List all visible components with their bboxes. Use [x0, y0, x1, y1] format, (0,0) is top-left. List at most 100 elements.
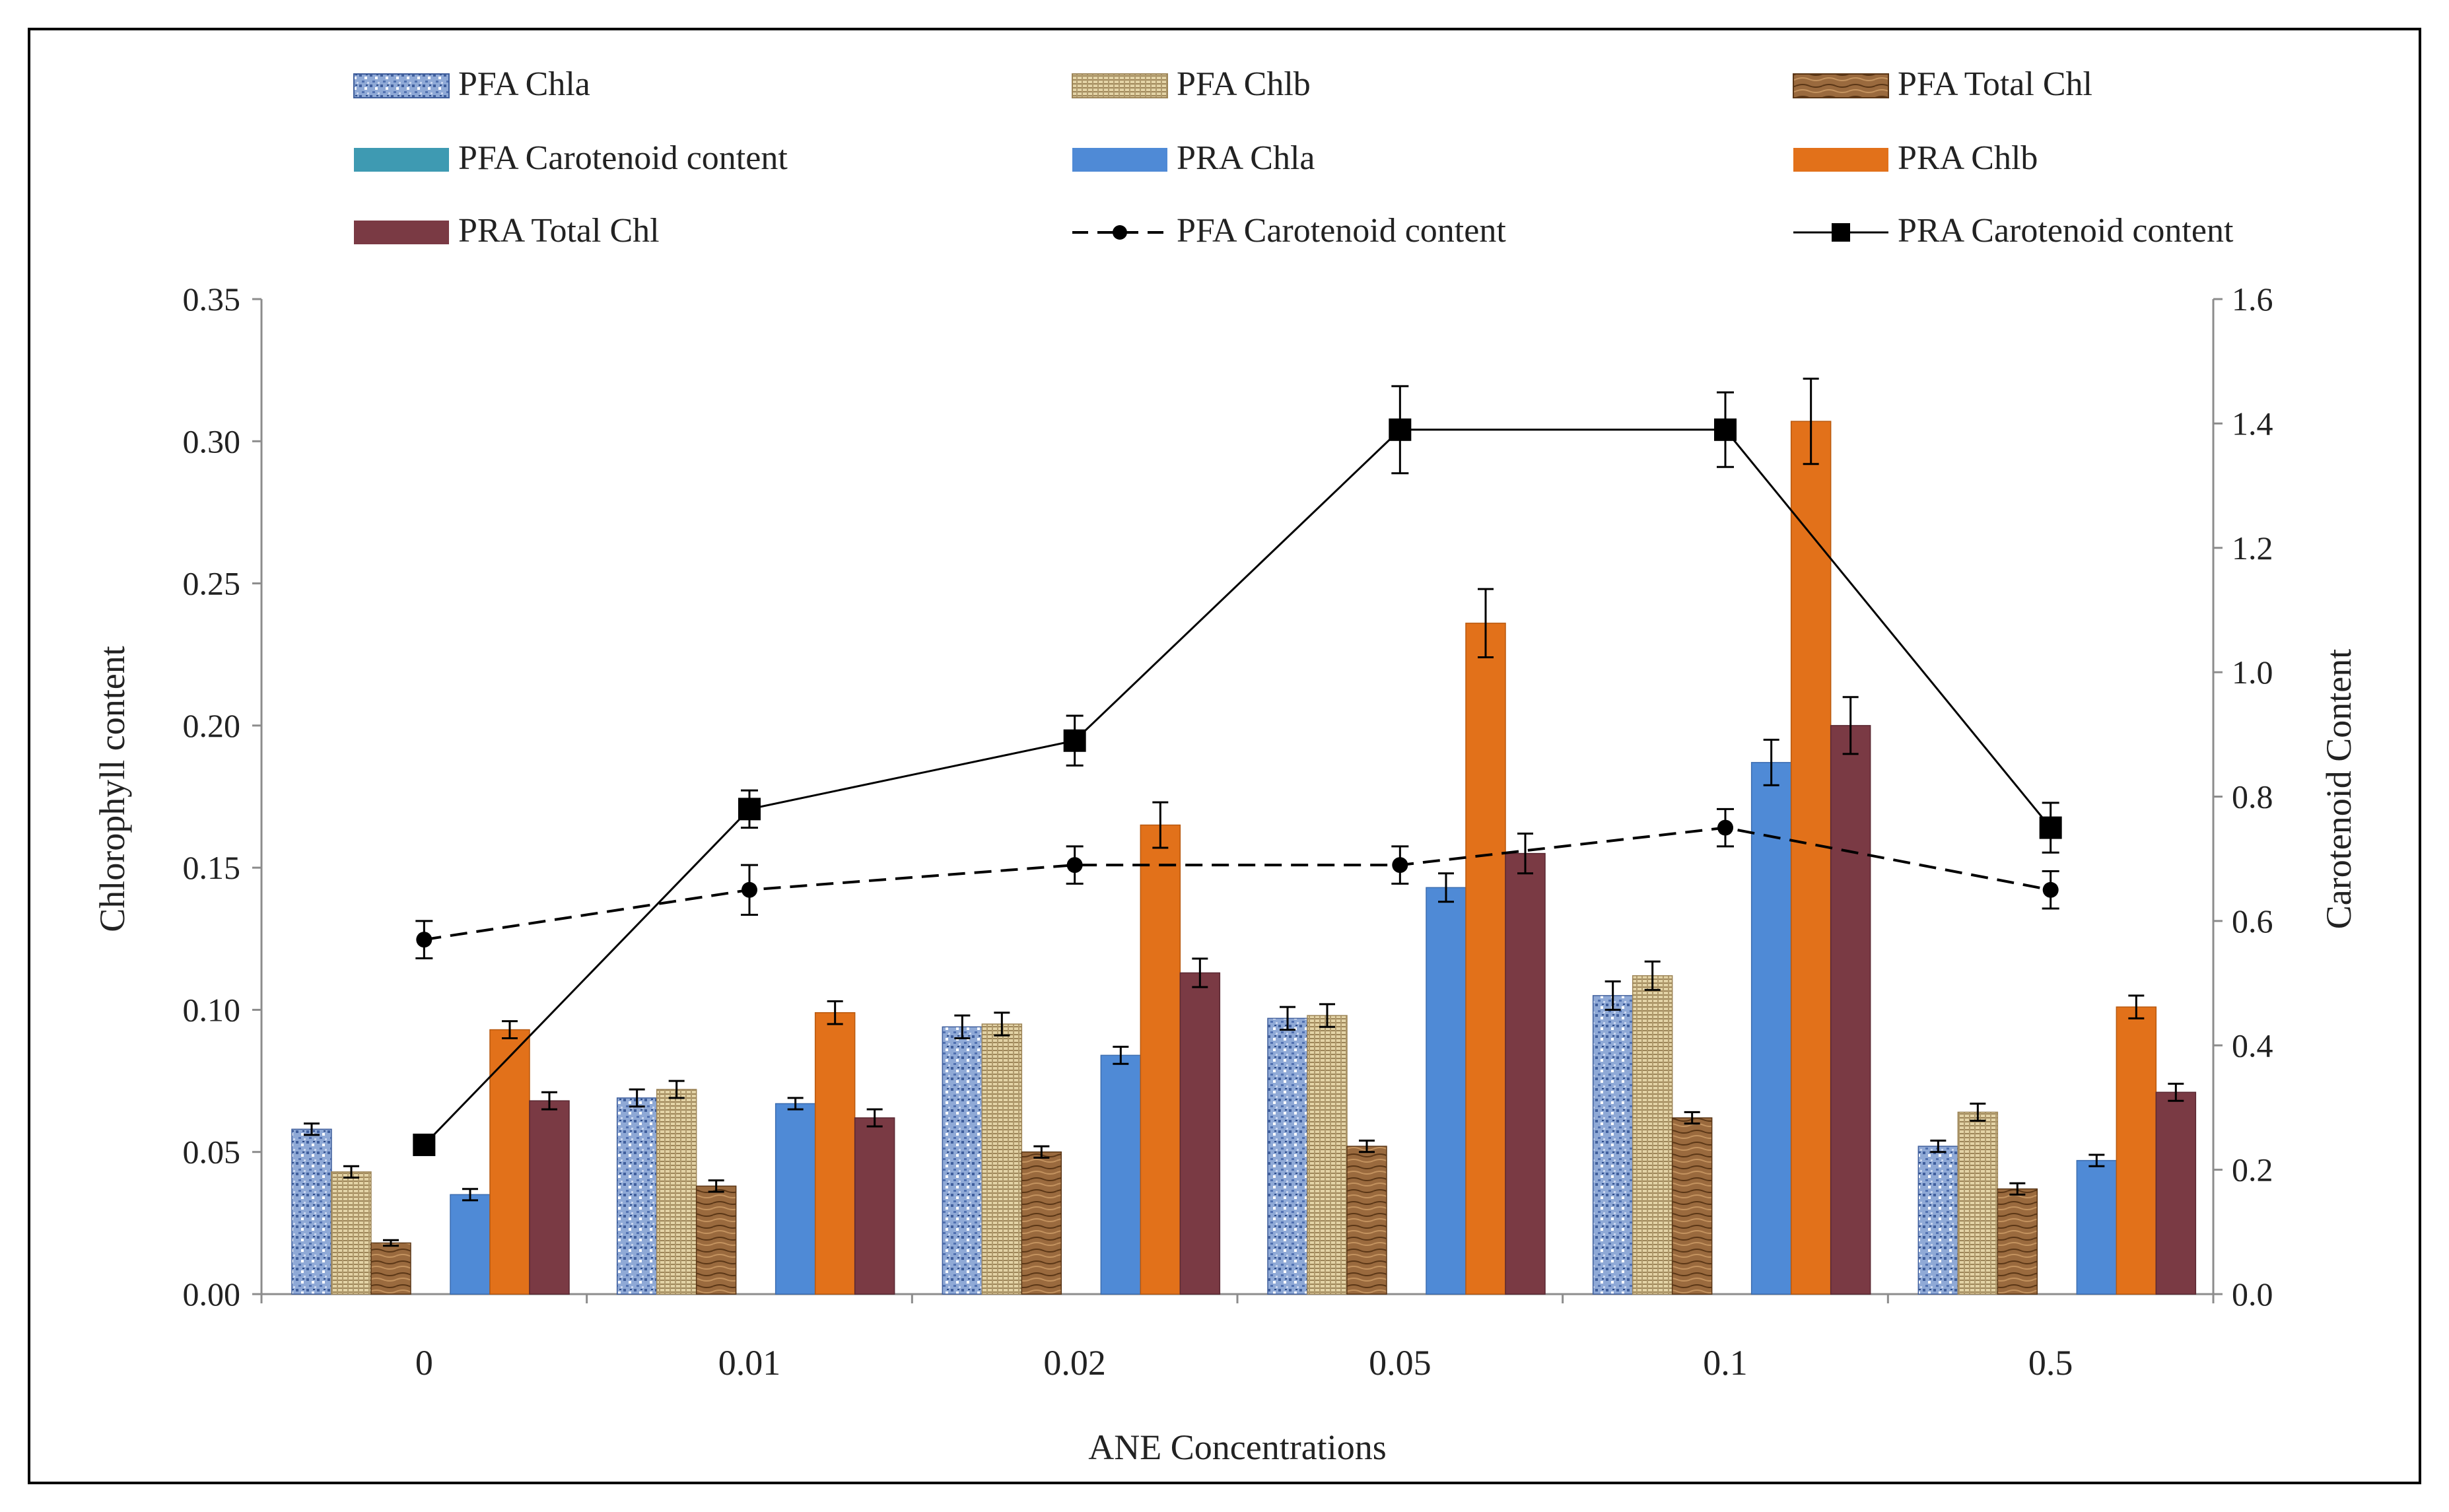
point-pfa-carotenoid	[1717, 819, 1733, 836]
legend-item-pfa-total-chl: PFA Total Chl	[1793, 65, 2092, 103]
bar-pfa-chla	[616, 1097, 658, 1295]
bar-pfa-total-chl	[1671, 1117, 1713, 1295]
legend: PFA Chla PFA Chlb PFA Total Chl PFA Caro…	[353, 65, 2234, 250]
left-tick-label: 0.10	[183, 991, 241, 1028]
legend-item-pfa-carotenoid-line: PFA Carotenoid content	[1072, 212, 1506, 250]
bar-pra-chlb	[489, 1029, 530, 1295]
right-tick-label: 1.2	[2232, 530, 2273, 567]
left-tick-label: 0.20	[183, 707, 241, 744]
right-tick-label: 0.6	[2232, 903, 2273, 940]
legend-label: PRA Total Chl	[458, 212, 660, 250]
point-pfa-carotenoid	[2042, 881, 2059, 898]
point-pfa-carotenoid	[416, 932, 432, 948]
point-pra-carotenoid	[1714, 418, 1737, 441]
legend-label: PFA Chla	[458, 65, 590, 103]
right-tick-label: 0.8	[2232, 778, 2273, 815]
bar-pra-chla	[450, 1194, 491, 1295]
y2-axis-title: Carotenoid Content	[2319, 649, 2359, 929]
bar-pra-total-chl	[2155, 1091, 2197, 1295]
left-tick-label: 0.15	[183, 849, 241, 886]
left-tick-label: 0.00	[183, 1276, 241, 1313]
bar-pfa-total-chl	[1997, 1188, 2038, 1295]
bar-pra-total-chl	[529, 1100, 570, 1295]
x-tick-label: 0.1	[1703, 1343, 1748, 1383]
point-pra-carotenoid	[1389, 418, 1412, 441]
legend-item-pfa-chla: PFA Chla	[353, 65, 590, 103]
right-tick-label: 0.0	[2232, 1276, 2273, 1313]
bar-pfa-chlb	[1307, 1015, 1348, 1295]
bar-pfa-total-chl	[370, 1242, 411, 1295]
legend-item-pfa-carotenoid-bar: PFA Carotenoid content	[354, 139, 788, 177]
legend-label: PRA Chla	[1177, 139, 1315, 177]
bar-pfa-chla	[942, 1026, 983, 1295]
point-pra-carotenoid	[738, 798, 761, 821]
bar-pra-chlb	[1140, 824, 1181, 1295]
right-tick-label: 1.6	[2232, 281, 2273, 318]
bar-pfa-chla	[1592, 995, 1634, 1295]
bar-pra-chla	[775, 1103, 816, 1295]
bar-pfa-total-chl	[1021, 1151, 1062, 1295]
left-tick-label: 0.30	[183, 423, 241, 460]
right-tick-label: 1.4	[2232, 405, 2273, 442]
legend-item-pra-carotenoid-line: PRA Carotenoid content	[1793, 212, 2234, 250]
left-tick-label: 0.05	[183, 1134, 241, 1171]
y-axis-title: Chlorophyll content	[92, 646, 132, 932]
line-pfa-carotenoid	[424, 826, 2052, 942]
x-tick-label: 0.01	[718, 1343, 781, 1383]
bar-pra-chla	[1750, 762, 1792, 1295]
legend-item-pfa-chlb: PFA Chlb	[1072, 65, 1311, 103]
right-ticks: 0.0 0.2 0.4 0.6 0.8 1.0 1.2 1.4 1.6	[2213, 281, 2273, 1313]
bars	[291, 378, 2197, 1295]
left-tick-label: 0.35	[183, 281, 241, 318]
point-pra-carotenoid	[1063, 729, 1086, 752]
bar-pfa-total-chl	[695, 1185, 737, 1295]
legend-item-pra-chla: PRA Chla	[1072, 139, 1315, 177]
bar-pfa-chla	[1267, 1017, 1308, 1295]
bar-pra-total-chl	[1505, 852, 1546, 1295]
left-tick-label: 0.25	[183, 565, 241, 602]
bar-pfa-chla	[291, 1128, 332, 1295]
bar-pra-chlb	[1465, 623, 1506, 1295]
bar-pfa-chlb	[331, 1171, 372, 1295]
legend-label: PRA Carotenoid content	[1898, 212, 2234, 250]
bar-pra-total-chl	[854, 1117, 895, 1295]
point-pfa-carotenoid	[1392, 857, 1408, 874]
point-pfa-carotenoid	[1066, 857, 1083, 874]
line-pra-carotenoid	[423, 429, 2052, 1146]
legend-label: PFA Total Chl	[1898, 65, 2092, 103]
bar-pfa-chlb	[981, 1023, 1023, 1295]
point-pra-carotenoid	[2039, 816, 2062, 839]
legend-label: PFA Carotenoid content	[1177, 212, 1506, 250]
right-tick-label: 0.4	[2232, 1027, 2273, 1064]
x-axis-title: ANE Concentrations	[1088, 1427, 1386, 1467]
right-tick-label: 0.2	[2232, 1151, 2273, 1188]
bar-pfa-chlb	[1957, 1111, 1999, 1295]
point-pfa-carotenoid	[742, 881, 757, 898]
bar-pra-chlb	[814, 1012, 856, 1295]
bar-pfa-total-chl	[1346, 1146, 1387, 1295]
bar-pfa-chla	[1917, 1146, 1959, 1295]
legend-item-pra-total-chl: PRA Total Chl	[354, 212, 660, 250]
bar-pra-chla	[1426, 887, 1466, 1295]
x-tick-label: 0.5	[2028, 1343, 2073, 1383]
left-ticks: 0.00 0.05 0.10 0.15 0.20 0.25 0.30 0.35	[183, 281, 261, 1313]
x-tick-label: 0	[415, 1343, 433, 1383]
right-tick-label: 1.0	[2232, 654, 2273, 691]
x-ticks: 0 0.01 0.02 0.05 0.1 0.5	[260, 1294, 2215, 1383]
bar-pfa-chlb	[1632, 975, 1673, 1295]
lines	[413, 385, 2062, 1156]
x-tick-label: 0.02	[1043, 1343, 1106, 1383]
bar-pra-chla	[2076, 1159, 2118, 1295]
bar-pfa-chlb	[656, 1089, 697, 1295]
legend-label: PFA Carotenoid content	[458, 139, 788, 177]
bar-pra-chlb	[2116, 1006, 2157, 1295]
bar-pra-total-chl	[1830, 725, 1871, 1295]
point-pra-carotenoid	[413, 1133, 436, 1156]
legend-label: PFA Chlb	[1177, 65, 1311, 103]
bar-pra-chla	[1100, 1054, 1142, 1295]
legend-label: PRA Chlb	[1898, 139, 2038, 177]
x-tick-label: 0.05	[1369, 1343, 1431, 1383]
bar-pra-total-chl	[1179, 972, 1221, 1295]
legend-item-pra-chlb: PRA Chlb	[1793, 139, 2038, 177]
